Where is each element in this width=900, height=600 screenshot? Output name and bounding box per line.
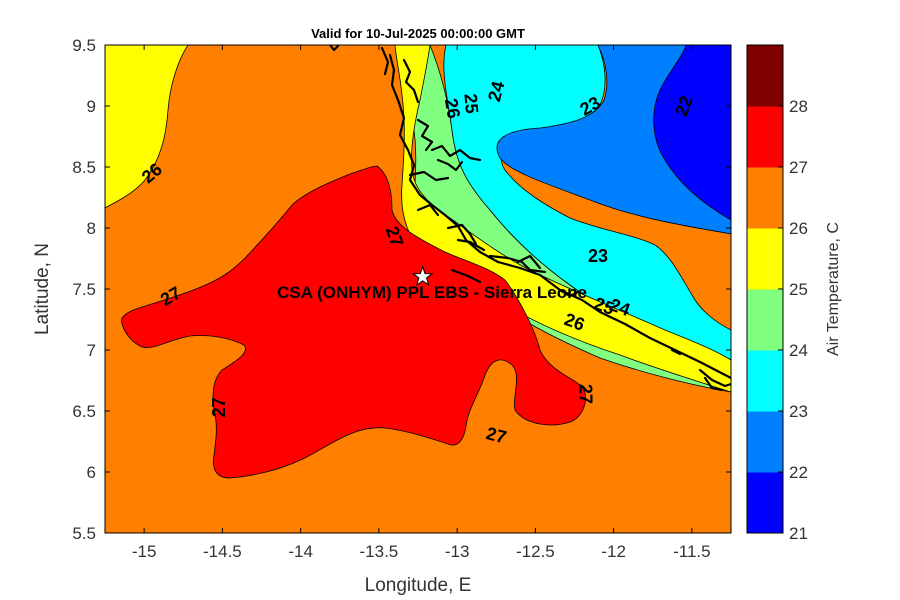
y-axis: 5.5 6 6.5 7 7.5 8 8.5 9 9.5 — [72, 36, 731, 543]
temperature-21-region — [653, 45, 731, 221]
x-tick-label: -11.5 — [673, 542, 711, 561]
y-tick-label: 7 — [87, 341, 96, 360]
y-axis-label: Latitude, N — [32, 243, 53, 335]
site-label: CSA (ONHYM) PPL EBS - Sierra Leone — [277, 283, 587, 302]
temperature-27-region — [121, 165, 587, 479]
x-axis: -15 -14.5 -14 -13.5 -13 -12.5 -12 -11.5 — [132, 45, 711, 561]
temperature-25-region-northwest — [105, 45, 189, 209]
colorbar-band — [747, 472, 783, 534]
x-tick-label: -12.5 — [516, 542, 555, 561]
x-tick-label: -13.5 — [360, 542, 399, 561]
x-tick-label: -13 — [445, 542, 470, 561]
site-marker: CSA (ONHYM) PPL EBS - Sierra Leone — [277, 265, 587, 302]
contour-label: 27 — [484, 423, 509, 448]
contour-label: 27 — [575, 384, 595, 404]
colorbar-band — [747, 289, 783, 351]
x-axis-label: Longitude, E — [365, 575, 472, 596]
contour-label: 23 — [588, 246, 608, 266]
y-tick-label: 6.5 — [72, 402, 96, 421]
x-tick-label: -15 — [132, 542, 157, 561]
colorbar-band — [747, 106, 783, 168]
star-icon — [411, 265, 434, 287]
y-tick-label: 7.5 — [72, 280, 96, 299]
y-tick-label: 9.5 — [72, 36, 96, 55]
colorbar: 21 22 23 24 25 26 27 28 — [746, 44, 808, 543]
coastline — [328, 45, 731, 392]
colorbar-tick-label: 27 — [789, 158, 808, 177]
y-tick-label: 9 — [87, 97, 96, 116]
x-tick-label: -14 — [288, 542, 313, 561]
y-tick-label: 5.5 — [72, 524, 96, 543]
colorbar-tick-label: 22 — [789, 463, 808, 482]
x-tick-label: -14.5 — [203, 542, 242, 561]
y-tick-label: 8 — [87, 219, 96, 238]
temperature-25-coastal-strip — [394, 45, 731, 393]
chart-title: Valid for 10-Jul-2025 00:00:00 GMT — [311, 26, 525, 41]
colorbar-band — [747, 167, 783, 229]
colorbar-band — [747, 350, 783, 412]
colorbar-tick-label: 25 — [789, 280, 808, 299]
contour-label: 24 — [484, 79, 509, 104]
x-tick-label: -12 — [601, 542, 626, 561]
y-tick-label: 8.5 — [72, 158, 96, 177]
colorbar-tick-label: 23 — [789, 402, 808, 421]
y-tick-label: 6 — [87, 463, 96, 482]
contour-label: 25 — [460, 93, 482, 115]
colorbar-band — [747, 228, 783, 290]
colorbar-tick-label: 24 — [789, 341, 808, 360]
map-axes — [105, 45, 731, 533]
contour-label: 26 — [441, 97, 464, 120]
colorbar-band — [747, 411, 783, 473]
colorbar-band — [747, 45, 783, 107]
colorbar-tick-label: 28 — [789, 97, 808, 116]
contour-label: 27 — [209, 397, 229, 417]
colorbar-tick-label: 21 — [789, 524, 808, 543]
colorbar-label: Air Temperature, C — [825, 222, 842, 356]
colorbar-tick-label: 26 — [789, 219, 808, 238]
